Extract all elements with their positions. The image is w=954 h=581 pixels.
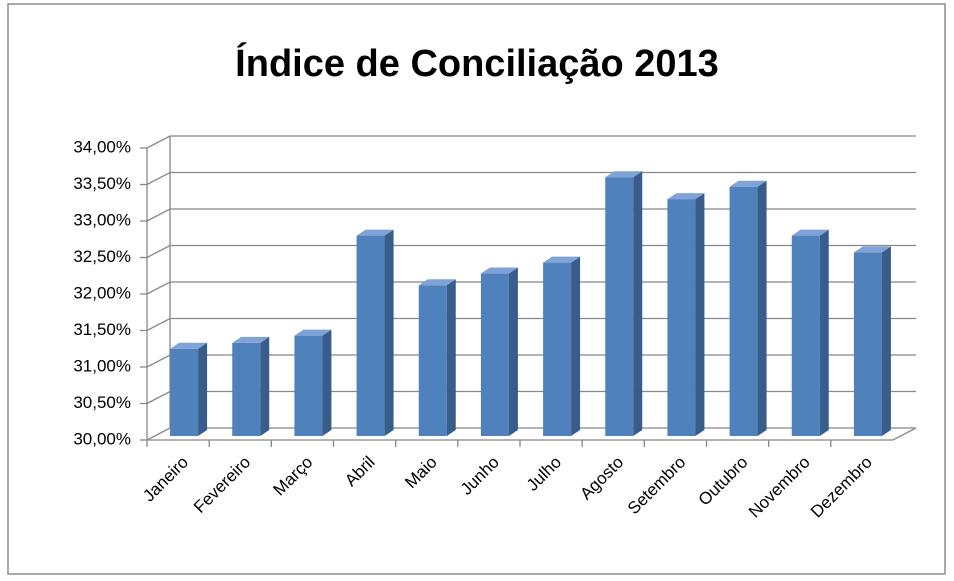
- bar-top: [791, 229, 829, 236]
- y-tick-label: 32,50%: [73, 247, 131, 266]
- bar-top: [294, 329, 332, 336]
- bar: [853, 246, 891, 436]
- bar-front: [729, 186, 758, 436]
- bar: [480, 267, 518, 436]
- bar-side: [819, 229, 829, 436]
- bar: [170, 342, 208, 436]
- bar-front: [294, 335, 323, 436]
- y-tick-label: 30,50%: [73, 393, 131, 412]
- grid-line: [146, 317, 916, 332]
- bar-side: [508, 267, 518, 436]
- bar: [543, 256, 581, 436]
- bar: [667, 193, 705, 436]
- bar-side: [633, 171, 643, 436]
- bar: [605, 171, 643, 436]
- bar-top: [170, 342, 208, 349]
- grid-line: [146, 244, 916, 259]
- bar-top: [232, 336, 270, 343]
- bar-front: [418, 285, 447, 436]
- bar-side: [881, 246, 891, 436]
- y-tick-label: 30,00%: [73, 429, 131, 448]
- grid-line: [146, 390, 916, 405]
- bar: [294, 329, 332, 436]
- bar-top: [729, 180, 767, 187]
- bar-side: [198, 342, 208, 436]
- y-tick-label: 33,50%: [73, 174, 131, 193]
- y-tick-label: 34,00%: [73, 137, 131, 156]
- bar-front: [543, 262, 572, 436]
- bar-top: [667, 193, 705, 200]
- bar-front: [667, 199, 696, 436]
- grid-line: [146, 135, 916, 149]
- bar-top: [605, 171, 643, 178]
- bar-front: [605, 177, 634, 436]
- bar-front: [791, 235, 820, 436]
- bar-front: [356, 235, 385, 436]
- bar: [418, 279, 456, 436]
- chart-title: Índice de Conciliação 2013: [235, 41, 719, 85]
- bar-front: [480, 273, 509, 436]
- grid-line: [146, 281, 916, 295]
- bar-side: [322, 329, 332, 436]
- bar-side: [446, 279, 456, 436]
- bar-front: [853, 252, 882, 436]
- y-tick-label: 32,00%: [73, 283, 131, 302]
- grid-line: [146, 171, 916, 186]
- bar-side: [695, 193, 705, 436]
- bar: [356, 229, 394, 436]
- bar: [232, 336, 270, 436]
- bar-top: [543, 256, 581, 263]
- bar-front: [170, 348, 199, 436]
- bar: [791, 229, 829, 436]
- bar-side: [384, 229, 394, 436]
- y-tick-label: 33,00%: [73, 210, 131, 229]
- grid-line: [146, 427, 916, 441]
- y-tick-label: 31,00%: [73, 356, 131, 375]
- bar-top: [480, 267, 518, 274]
- y-tick-label: 31,50%: [73, 320, 131, 339]
- bar-front: [232, 342, 261, 436]
- bar: [729, 180, 767, 436]
- bar-top: [356, 229, 394, 236]
- bar-top: [418, 279, 456, 286]
- bar-side: [260, 336, 270, 436]
- grid-line: [146, 208, 916, 222]
- bar-top: [853, 246, 891, 253]
- bar-side: [757, 180, 767, 436]
- grid-line: [146, 354, 916, 368]
- chart-border: [7, 3, 946, 575]
- bar-side: [571, 256, 581, 436]
